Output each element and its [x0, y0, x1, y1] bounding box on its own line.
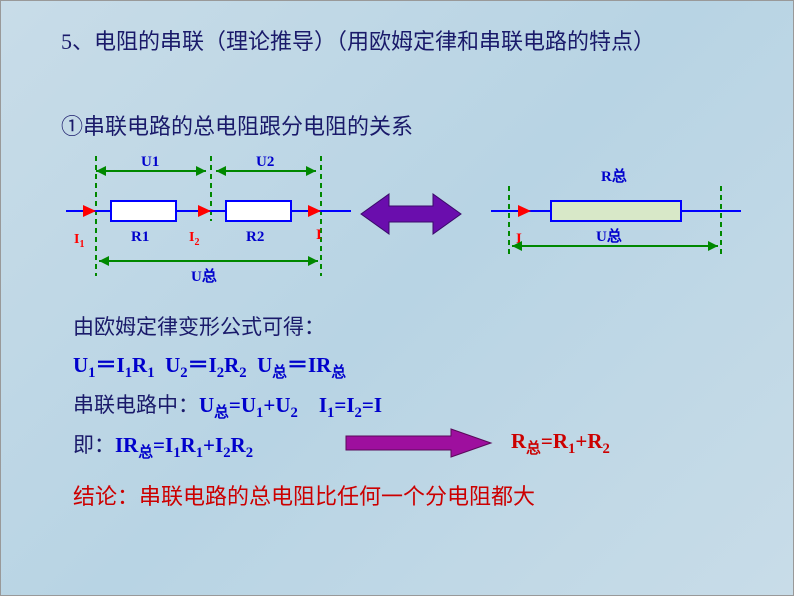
slide-subtitle: ①串联电路的总电阻跟分电阻的关系: [61, 109, 413, 141]
svg-text:U总: U总: [191, 267, 217, 285]
circuit-diagram: U1 U2 R1 R2 I1 I2 I U总 I R总 U总: [61, 146, 761, 291]
result-formula: R总=R1+R2: [511, 429, 610, 458]
formula-line-1: U1＝I1R1 U2＝I2R2 U总＝IR总: [73, 349, 346, 382]
conclusion: 结论：串联电路的总电阻比任何一个分电阻都大: [73, 479, 535, 511]
svg-text:I1: I1: [74, 232, 84, 250]
svg-text:U2: U2: [256, 154, 274, 170]
svg-text:R2: R2: [246, 229, 264, 245]
result-arrow: [341, 426, 501, 462]
derivation-intro: 由欧姆定律变形公式可得：: [73, 311, 325, 341]
slide-title: 5、电阻的串联（理论推导）（用欧姆定律和串联电路的特点）: [61, 25, 733, 58]
formula-line-3: 即：IR总=I1R1+I2R2: [73, 429, 253, 462]
svg-text:R1: R1: [131, 229, 149, 245]
svg-text:I2: I2: [189, 230, 199, 248]
svg-text:I: I: [316, 227, 322, 243]
svg-text:U1: U1: [141, 154, 159, 170]
svg-text:R总: R总: [601, 167, 627, 185]
formula-line-2: 串联电路中：U总=U1+U2 I1=I2=I: [73, 389, 382, 422]
svg-text:U总: U总: [596, 227, 622, 245]
